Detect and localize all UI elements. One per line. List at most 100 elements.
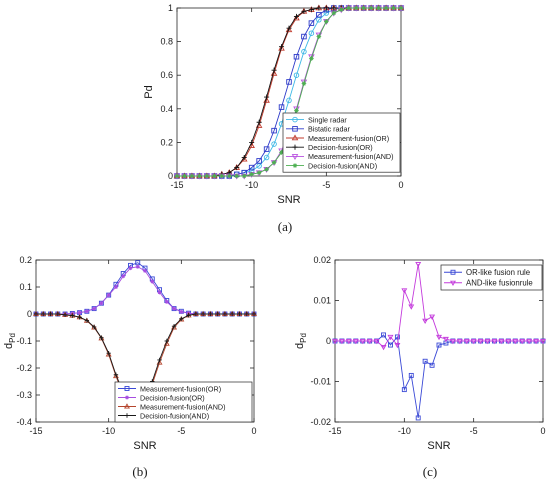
- x-tick-label: -15: [29, 426, 42, 436]
- data-point: [241, 154, 247, 161]
- data-point: [113, 372, 119, 377]
- data-point: [241, 173, 247, 179]
- data-point: [33, 311, 39, 317]
- y-tick-label: 1: [168, 3, 173, 13]
- data-point: [316, 11, 322, 18]
- x-tick-label: -15: [170, 180, 183, 190]
- y-tick-label: 0.4: [160, 104, 173, 114]
- y-tick-label: 0.2: [19, 255, 32, 265]
- x-tick-label: 0: [398, 180, 403, 190]
- data-point: [408, 372, 414, 378]
- data-point: [92, 306, 97, 311]
- data-point: [301, 81, 307, 86]
- panel-a-chart: -15 -10 -5 0 0 0.2 0.4 0.6 0.8 1 SNR Pd Single radar…: [143, 3, 405, 206]
- data-point: [189, 173, 195, 179]
- data-point: [84, 309, 89, 314]
- y-tick-label: -0.3: [16, 390, 32, 400]
- y-tick-label: 0.6: [160, 70, 173, 80]
- data-point: [256, 170, 262, 175]
- data-point: [338, 7, 344, 12]
- data-point: [383, 5, 389, 11]
- legend-label: Decision-fusion(AND): [140, 411, 209, 420]
- data-point: [533, 338, 540, 345]
- legend-marker: [291, 154, 299, 160]
- data-point: [172, 306, 177, 311]
- data-point: [244, 311, 249, 317]
- data-point: [279, 150, 284, 155]
- data-point: [204, 173, 210, 179]
- y-tick-label: -0.4: [16, 417, 32, 427]
- data-point: [263, 146, 270, 152]
- data-point: [398, 5, 404, 11]
- data-point: [157, 357, 162, 363]
- data-point: [415, 415, 421, 421]
- data-point: [91, 324, 97, 330]
- data-point: [171, 323, 177, 329]
- y-tick-label: 0.2: [160, 137, 173, 147]
- data-point: [345, 338, 352, 345]
- data-point: [293, 13, 299, 19]
- data-point: [278, 104, 285, 110]
- data-point: [84, 318, 90, 323]
- data-point: [301, 33, 307, 40]
- data-point: [179, 316, 184, 322]
- legend-label: Single radar: [308, 115, 347, 124]
- data-point: [164, 338, 169, 344]
- data-point: [415, 262, 422, 268]
- data-point: [309, 56, 314, 61]
- data-point: [308, 30, 315, 36]
- data-point: [463, 338, 470, 345]
- data-point: [226, 173, 232, 179]
- data-point: [271, 141, 277, 147]
- data-point: [55, 311, 60, 317]
- data-point: [456, 338, 463, 345]
- data-point: [352, 338, 359, 345]
- data-point: [301, 48, 307, 55]
- y-tick-label: -0.01: [310, 377, 331, 387]
- data-point: [308, 7, 314, 13]
- legend-label: Decision-fusion(OR): [140, 393, 205, 402]
- data-point: [197, 173, 202, 179]
- legend-label: Measurement-fusion(AND): [140, 402, 225, 411]
- data-point: [429, 314, 436, 320]
- data-point: [105, 351, 112, 357]
- data-point: [422, 318, 429, 324]
- data-point: [286, 79, 292, 85]
- data-point: [234, 173, 240, 179]
- panel-b-chart: -15 -10 -5 0 -0.4 -0.3 -0.2 -0.1 0 0.1 0.2 SNR dPd Me…: [3, 255, 257, 452]
- data-point: [519, 338, 526, 345]
- legend-label: Decision-fusion(OR): [308, 143, 373, 152]
- legend-label: Bistatic radar: [308, 125, 351, 134]
- data-point: [316, 34, 322, 39]
- data-point: [368, 5, 374, 11]
- x-tick-label: -10: [398, 426, 411, 436]
- y-tick-label: -0.1: [16, 336, 32, 346]
- data-point: [135, 264, 140, 269]
- data-point: [394, 343, 401, 349]
- x-tick-label: 0: [540, 426, 545, 436]
- data-point: [388, 342, 393, 348]
- x-tick-label: -5: [470, 426, 478, 436]
- data-point: [308, 20, 315, 26]
- caption-b: (b): [132, 464, 147, 479]
- data-point: [498, 338, 505, 345]
- x-tick-label: -15: [328, 426, 341, 436]
- data-point: [62, 312, 68, 318]
- data-point: [484, 338, 491, 345]
- data-point: [41, 311, 46, 317]
- data-point: [331, 10, 337, 16]
- data-point: [279, 44, 285, 50]
- data-point: [316, 5, 322, 11]
- panel-c-chart: -15 -10 -5 0 -0.02 -0.01 0 0.01 0.02 SNR dPd OR-lik…: [294, 255, 546, 452]
- data-point: [294, 108, 299, 113]
- y-tick-label: 0.1: [19, 282, 32, 292]
- legend-label: Measurement-fusion(AND): [308, 152, 393, 161]
- x-axis-label: SNR: [133, 440, 156, 452]
- data-point: [293, 72, 300, 78]
- y-axis-label: Pd: [143, 85, 155, 98]
- data-point: [128, 266, 133, 271]
- legend-box: [114, 381, 253, 423]
- data-point: [436, 342, 442, 348]
- data-point: [286, 97, 292, 104]
